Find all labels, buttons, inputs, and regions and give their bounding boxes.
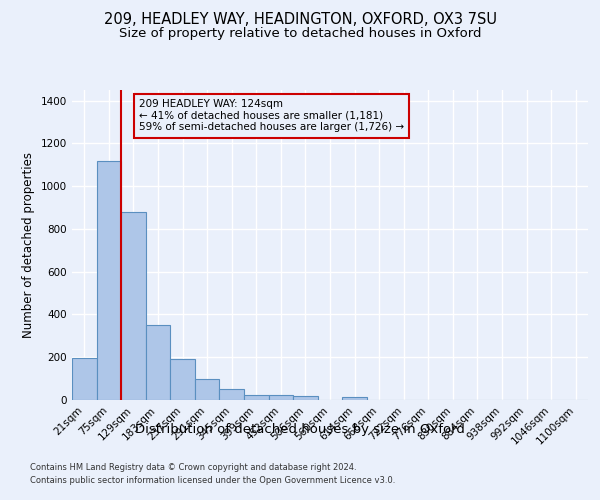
Text: 209, HEADLEY WAY, HEADINGTON, OXFORD, OX3 7SU: 209, HEADLEY WAY, HEADINGTON, OXFORD, OX… [104,12,497,28]
Bar [342,398,367,400]
Y-axis label: Number of detached properties: Number of detached properties [22,152,35,338]
Bar [244,396,269,400]
Text: 209 HEADLEY WAY: 124sqm
← 41% of detached houses are smaller (1,181)
59% of semi: 209 HEADLEY WAY: 124sqm ← 41% of detache… [139,100,404,132]
Bar [293,396,318,400]
Text: Contains HM Land Registry data © Crown copyright and database right 2024.: Contains HM Land Registry data © Crown c… [30,462,356,471]
Text: Size of property relative to detached houses in Oxford: Size of property relative to detached ho… [119,28,481,40]
Bar [146,325,170,400]
Bar [97,160,121,400]
Bar [195,378,220,400]
Bar [121,212,146,400]
Bar [72,358,97,400]
Bar [170,360,195,400]
Text: Distribution of detached houses by size in Oxford: Distribution of detached houses by size … [135,422,465,436]
Bar [220,389,244,400]
Bar [269,396,293,400]
Text: Contains public sector information licensed under the Open Government Licence v3: Contains public sector information licen… [30,476,395,485]
